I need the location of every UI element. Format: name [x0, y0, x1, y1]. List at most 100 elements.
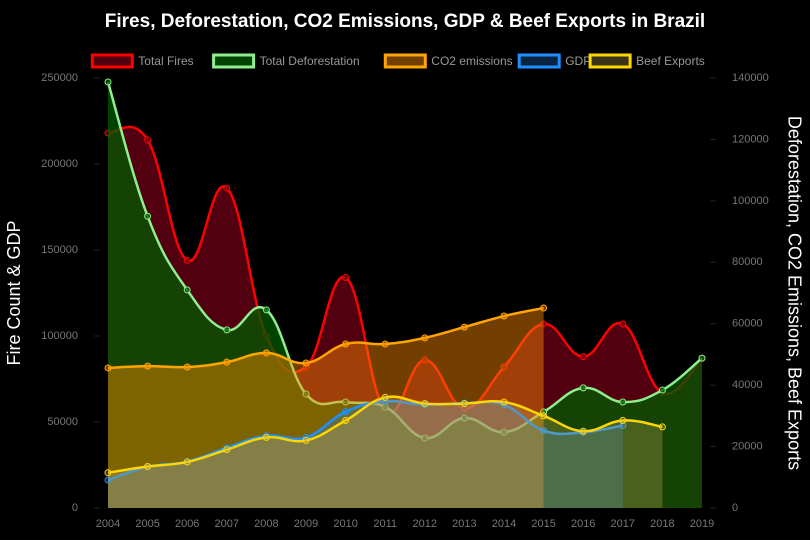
- series-line: [107, 306, 544, 370]
- data-point: [421, 334, 429, 342]
- data-point: [500, 428, 508, 436]
- data-point: [144, 362, 152, 370]
- legend-swatch: [383, 53, 427, 69]
- data-point: [144, 212, 152, 220]
- legend-label: Beef Exports: [636, 54, 705, 68]
- legend-label: Total Fires: [138, 54, 193, 68]
- y-axis-title: Fire Count & GDP: [4, 220, 24, 365]
- data-point: [540, 320, 548, 328]
- x-tick-label: 2013: [452, 518, 476, 530]
- data-point: [421, 400, 429, 408]
- data-point: [183, 363, 191, 371]
- x-tick-label: 2007: [215, 518, 239, 530]
- y2-tick-label: 40000: [732, 379, 763, 391]
- data-point: [223, 358, 231, 366]
- chart-title: Fires, Deforestation, CO2 Emissions, GDP…: [105, 11, 705, 32]
- series-area: [108, 401, 623, 508]
- series-area: [108, 396, 663, 508]
- data-point: [460, 414, 468, 422]
- data-point: [262, 306, 270, 314]
- data-point: [381, 340, 389, 348]
- data-point: [262, 349, 270, 357]
- data-point: [619, 421, 627, 429]
- data-point: [381, 393, 389, 401]
- data-point: [421, 356, 429, 364]
- data-point: [104, 78, 112, 86]
- x-tick-label: 2018: [650, 518, 674, 530]
- x-tick-label: 2010: [333, 518, 357, 530]
- data-point: [183, 256, 191, 264]
- x-tick-label: 2014: [492, 518, 516, 530]
- data-point: [460, 400, 468, 408]
- data-point: [144, 463, 152, 471]
- legend-swatch: [212, 53, 256, 69]
- data-point: [183, 458, 191, 466]
- x-tick-label: 2004: [96, 518, 120, 530]
- legend-label: GDP: [565, 54, 591, 68]
- y2-axis-title: Deforestation, CO2 Emissions, Beef Expor…: [784, 116, 804, 470]
- data-point: [658, 386, 666, 394]
- y2-tick-label: 100000: [732, 195, 769, 207]
- y2-tick-label: 80000: [732, 256, 763, 268]
- data-point: [342, 408, 350, 416]
- data-point: [183, 286, 191, 294]
- data-point: [342, 416, 350, 424]
- data-point: [104, 364, 112, 372]
- series-area: [108, 81, 702, 508]
- data-point: [104, 469, 112, 477]
- data-point: [302, 436, 310, 444]
- data-point: [460, 323, 468, 331]
- data-point: [223, 184, 231, 192]
- x-tick-label: 2015: [531, 518, 555, 530]
- y2-tick-label: 0: [732, 502, 738, 514]
- x-tick-label: 2011: [373, 518, 397, 530]
- x-tick-label: 2012: [413, 518, 437, 530]
- y2-tick-label: 120000: [732, 133, 769, 145]
- x-tick-label: 2006: [175, 518, 199, 530]
- x-tick-label: 2016: [571, 518, 595, 530]
- x-tick-label: 2005: [135, 518, 159, 530]
- data-point: [540, 412, 548, 420]
- x-tick-label: 2008: [254, 518, 278, 530]
- data-point: [421, 434, 429, 442]
- x-tick-label: 2009: [294, 518, 318, 530]
- legend-swatch: [90, 53, 134, 69]
- legend-label: CO2 emissions: [431, 54, 512, 68]
- legend-swatch: [517, 53, 561, 69]
- series-area: [108, 308, 544, 508]
- data-point: [223, 326, 231, 334]
- y-tick-label: 200000: [41, 158, 78, 170]
- y-tick-label: 150000: [41, 244, 78, 256]
- x-tick-label: 2017: [611, 518, 635, 530]
- x-tick-label: 2019: [690, 518, 714, 530]
- y-tick-label: 100000: [41, 330, 78, 342]
- data-point: [619, 398, 627, 406]
- data-point: [104, 476, 112, 484]
- y-tick-label: 50000: [47, 416, 78, 428]
- data-point: [460, 404, 468, 412]
- data-point: [698, 354, 706, 362]
- legend-label: Total Deforestation: [260, 54, 360, 68]
- data-point: [579, 384, 587, 392]
- data-point: [619, 416, 627, 424]
- data-point: [302, 359, 310, 367]
- series-line: [107, 395, 663, 474]
- y-tick-label: 0: [72, 502, 78, 514]
- data-point: [342, 398, 350, 406]
- data-point: [500, 363, 508, 371]
- y2-tick-label: 60000: [732, 318, 763, 330]
- data-point: [223, 446, 231, 454]
- data-point: [262, 433, 270, 441]
- data-point: [619, 320, 627, 328]
- y2-tick-label: 140000: [732, 72, 769, 84]
- legend-swatch: [588, 53, 632, 69]
- data-point: [658, 423, 666, 431]
- data-point: [500, 398, 508, 406]
- data-point: [579, 353, 587, 361]
- data-point: [144, 136, 152, 144]
- data-point: [540, 304, 548, 312]
- data-point: [579, 427, 587, 435]
- data-point: [500, 312, 508, 320]
- data-point: [302, 390, 310, 398]
